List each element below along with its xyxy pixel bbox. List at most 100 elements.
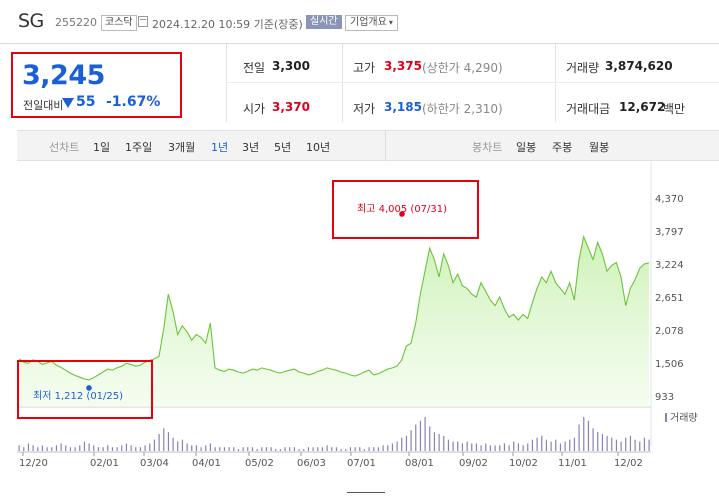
volume-bar	[513, 441, 515, 451]
volume-bar	[93, 445, 95, 451]
y-tick-label: 933	[655, 392, 674, 403]
volume-bar	[373, 447, 375, 451]
price-area	[19, 236, 649, 407]
volume-bar	[471, 443, 473, 451]
volume-bar	[615, 439, 618, 451]
open-value: 3,370	[272, 100, 310, 114]
volume-bar	[55, 445, 58, 451]
volume-bar	[186, 443, 188, 451]
calendar-icon	[138, 16, 148, 27]
volume-bar	[51, 447, 53, 451]
volume-bar	[195, 445, 198, 451]
volume-bar	[391, 443, 394, 451]
volume-bar	[447, 439, 450, 451]
low-marker	[86, 385, 92, 391]
tab-1year[interactable]: 1년	[211, 141, 229, 154]
volume-bar	[331, 447, 333, 451]
y-tick-label: 3,224	[655, 260, 684, 271]
high-annotation-date: (07/31)	[410, 204, 448, 215]
volume-bar	[545, 439, 548, 451]
volume-bar	[293, 447, 296, 451]
volume-bar	[69, 447, 72, 451]
volume-bar	[107, 445, 109, 451]
volume-bar	[60, 443, 62, 451]
volume-bar	[139, 447, 142, 451]
trade-value-label: 거래대금	[566, 102, 611, 116]
trade-value: 12,672	[619, 100, 666, 114]
company-overview-button[interactable]: 기업개요 ▾	[345, 15, 398, 31]
volume-bar	[223, 447, 226, 451]
volume-bar	[438, 434, 440, 451]
x-tick-label: 02/01	[90, 458, 119, 469]
volume-bar	[247, 447, 249, 451]
price-change-percent: -1.67%	[106, 94, 161, 110]
volume-bar	[111, 447, 114, 451]
volume-bar	[461, 443, 464, 451]
volume-bar	[284, 447, 286, 451]
volume-bar	[415, 424, 417, 451]
volume-bar	[541, 435, 543, 451]
volume-bar	[326, 445, 328, 451]
volume-bar	[200, 447, 202, 451]
high-marker	[399, 211, 405, 217]
x-tick-label: 07/01	[347, 458, 376, 469]
tab-monthly[interactable]: 월봉	[589, 141, 610, 154]
tab-10year[interactable]: 10년	[306, 141, 331, 154]
volume-bar	[177, 441, 179, 451]
x-tick-label: 04/01	[192, 458, 221, 469]
volume-bar	[550, 441, 552, 451]
x-tick-label: 11/01	[558, 458, 587, 469]
upper-limit: (상한가 4,290)	[422, 61, 503, 75]
realtime-button[interactable]: 실시간	[306, 15, 342, 29]
volume-bar	[433, 432, 436, 451]
volume-bar	[639, 441, 641, 451]
current-price: 3,245	[22, 60, 105, 91]
volume-bar	[527, 443, 529, 451]
volume-bar	[597, 432, 599, 451]
volume-value: 3,874,620	[605, 59, 673, 73]
volume-bar	[349, 447, 352, 451]
tab-3year[interactable]: 3년	[242, 141, 260, 154]
volume-bar	[494, 445, 496, 451]
volume-bar	[167, 432, 170, 451]
volume-bar	[559, 443, 562, 451]
volume-bar	[242, 447, 244, 451]
volume-bar	[83, 441, 86, 451]
volume-bar	[452, 441, 454, 451]
volume-bar	[214, 447, 216, 451]
volume-bar	[648, 439, 650, 451]
volume-bar	[102, 447, 104, 451]
stock-name: SG	[18, 10, 44, 32]
volume-bar	[508, 445, 510, 451]
price-chart[interactable]: 4,370 3,797 3,224 2,651 2,078 1,506 933 12/20 0…	[17, 161, 719, 496]
volume-bar	[424, 417, 426, 451]
y-tick-label: 2,651	[655, 293, 684, 304]
price-change: 55	[76, 94, 96, 110]
volume-bar	[499, 445, 501, 451]
volume-bar	[279, 449, 282, 451]
volume-bar	[289, 447, 291, 451]
volume-bar	[466, 441, 468, 451]
tab-5year[interactable]: 5년	[274, 141, 292, 154]
tab-daily[interactable]: 일봉	[516, 141, 537, 154]
tab-1week[interactable]: 1주일	[125, 141, 153, 154]
volume-bar	[485, 443, 487, 451]
volume-legend-label: 거래량	[670, 412, 698, 424]
volume-bar	[377, 447, 380, 451]
scroll-tab[interactable]	[347, 492, 385, 496]
volume-bar	[46, 447, 48, 451]
divider	[385, 131, 386, 161]
tab-3month[interactable]: 3개월	[168, 141, 196, 154]
prev-close-value: 3,300	[272, 59, 310, 73]
volume-bar	[480, 445, 482, 451]
volume-bar	[307, 447, 310, 451]
volume-bar	[116, 447, 118, 451]
tab-weekly[interactable]: 주봉	[552, 141, 573, 154]
high-annotation: 최고 4,005 (07/31)	[357, 200, 447, 215]
x-tick-label: 10/02	[509, 458, 538, 469]
volume-bar	[88, 443, 90, 451]
overview-label: 기업개요	[350, 17, 387, 28]
volume-bar	[503, 443, 506, 451]
tab-1day[interactable]: 1일	[93, 141, 111, 154]
high-label: 고가	[353, 61, 376, 75]
